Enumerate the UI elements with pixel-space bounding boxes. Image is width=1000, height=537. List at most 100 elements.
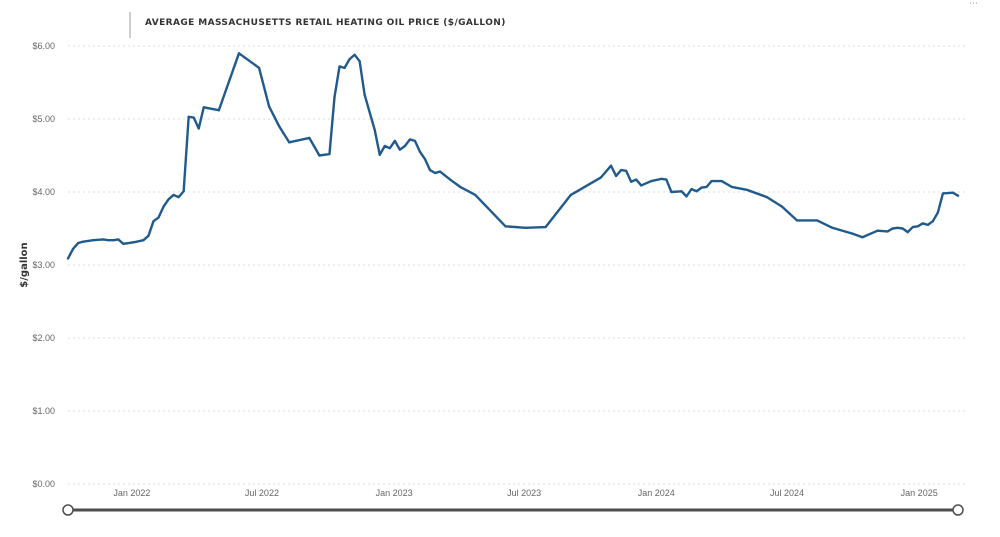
range-slider-start-handle[interactable] bbox=[62, 504, 74, 516]
y-tick-label: $3.00 bbox=[32, 260, 55, 270]
data-point bbox=[76, 242, 80, 245]
data-point bbox=[167, 198, 170, 201]
x-tick-label: Jan 2024 bbox=[638, 488, 675, 498]
data-point bbox=[308, 136, 311, 140]
data-point bbox=[333, 96, 336, 99]
data-point bbox=[730, 185, 733, 188]
data-point bbox=[363, 93, 366, 97]
data-point bbox=[630, 180, 633, 183]
data-point bbox=[388, 147, 391, 150]
data-point bbox=[438, 170, 442, 173]
y-tick-label: $2.00 bbox=[32, 333, 55, 343]
data-point bbox=[102, 238, 105, 241]
data-point bbox=[660, 177, 663, 180]
data-point bbox=[685, 195, 688, 198]
y-tick-label: $4.00 bbox=[32, 187, 55, 197]
data-point bbox=[690, 187, 693, 191]
x-tick-label: Jul 2024 bbox=[770, 488, 804, 498]
data-point bbox=[720, 179, 723, 183]
y-tick-label: $1.00 bbox=[32, 406, 55, 416]
data-point bbox=[117, 238, 120, 241]
data-point bbox=[268, 105, 271, 108]
data-point bbox=[358, 60, 361, 63]
data-point bbox=[192, 116, 195, 119]
x-tick-label: Jan 2022 bbox=[113, 488, 150, 498]
data-point bbox=[951, 191, 955, 194]
y-axis-title: $/gallon bbox=[19, 242, 30, 287]
data-point bbox=[620, 169, 623, 172]
data-point bbox=[876, 229, 879, 232]
data-point bbox=[288, 141, 291, 144]
data-point bbox=[393, 139, 396, 142]
data-point bbox=[398, 148, 401, 151]
data-point bbox=[92, 239, 95, 242]
x-tick-label: Jul 2023 bbox=[507, 488, 541, 498]
data-point bbox=[408, 138, 412, 141]
data-point bbox=[474, 193, 477, 197]
data-point bbox=[901, 227, 904, 230]
data-point bbox=[418, 150, 422, 153]
data-point bbox=[328, 152, 331, 156]
range-slider-end-handle[interactable] bbox=[952, 504, 964, 516]
data-point bbox=[182, 190, 185, 193]
y-tick-label: $6.00 bbox=[32, 41, 55, 51]
data-point bbox=[217, 109, 220, 112]
data-point bbox=[187, 115, 190, 118]
data-point bbox=[665, 178, 668, 181]
data-point bbox=[152, 220, 155, 223]
more-options-icon[interactable]: ⋯ bbox=[969, 0, 978, 9]
data-point bbox=[433, 171, 437, 175]
data-point bbox=[705, 185, 708, 188]
x-tick-label: Jan 2023 bbox=[376, 488, 413, 498]
data-point bbox=[695, 190, 698, 193]
data-point bbox=[81, 240, 85, 243]
data-point bbox=[544, 225, 547, 229]
data-point bbox=[921, 222, 924, 225]
data-point bbox=[177, 196, 180, 199]
data-point bbox=[338, 65, 341, 68]
data-point bbox=[383, 144, 386, 148]
data-point bbox=[670, 190, 673, 194]
data-point bbox=[378, 153, 381, 156]
data-point bbox=[157, 216, 160, 219]
data-point bbox=[780, 205, 784, 208]
data-point bbox=[66, 257, 70, 260]
y-tick-label: $5.00 bbox=[32, 114, 55, 124]
data-point bbox=[449, 178, 452, 181]
data-point bbox=[318, 154, 321, 157]
data-point bbox=[459, 185, 462, 188]
data-point bbox=[916, 225, 919, 228]
range-slider[interactable] bbox=[62, 504, 964, 516]
data-point bbox=[112, 239, 115, 242]
data-point bbox=[599, 176, 603, 179]
data-point bbox=[413, 139, 417, 142]
data-point bbox=[353, 53, 356, 56]
data-point bbox=[107, 239, 110, 242]
data-point bbox=[504, 225, 507, 228]
data-point bbox=[428, 169, 432, 172]
data-point bbox=[348, 58, 351, 61]
data-point bbox=[891, 227, 894, 230]
data-point bbox=[614, 174, 618, 178]
data-point bbox=[710, 179, 713, 183]
x-tick-label: Jul 2022 bbox=[245, 488, 279, 498]
data-point bbox=[162, 205, 165, 208]
data-point bbox=[257, 66, 261, 69]
x-tick-label: Jan 2025 bbox=[901, 488, 938, 498]
data-point bbox=[861, 236, 864, 239]
data-point bbox=[886, 230, 889, 233]
data-point bbox=[745, 188, 748, 191]
data-point bbox=[851, 232, 854, 235]
plot-area bbox=[66, 52, 960, 260]
chart-title: AVERAGE MASSACHUSETTS RETAIL HEATING OIL… bbox=[145, 18, 506, 28]
data-point bbox=[680, 190, 683, 193]
data-point bbox=[202, 106, 205, 109]
data-point bbox=[700, 186, 703, 189]
y-axis-ticks: $0.00 $1.00 $2.00 $3.00 $4.00 $5.00 $6.00 bbox=[32, 41, 55, 489]
data-point bbox=[142, 239, 145, 242]
data-point bbox=[936, 211, 939, 214]
data-point bbox=[765, 196, 769, 199]
data-point bbox=[343, 66, 346, 69]
data-point bbox=[931, 220, 934, 223]
